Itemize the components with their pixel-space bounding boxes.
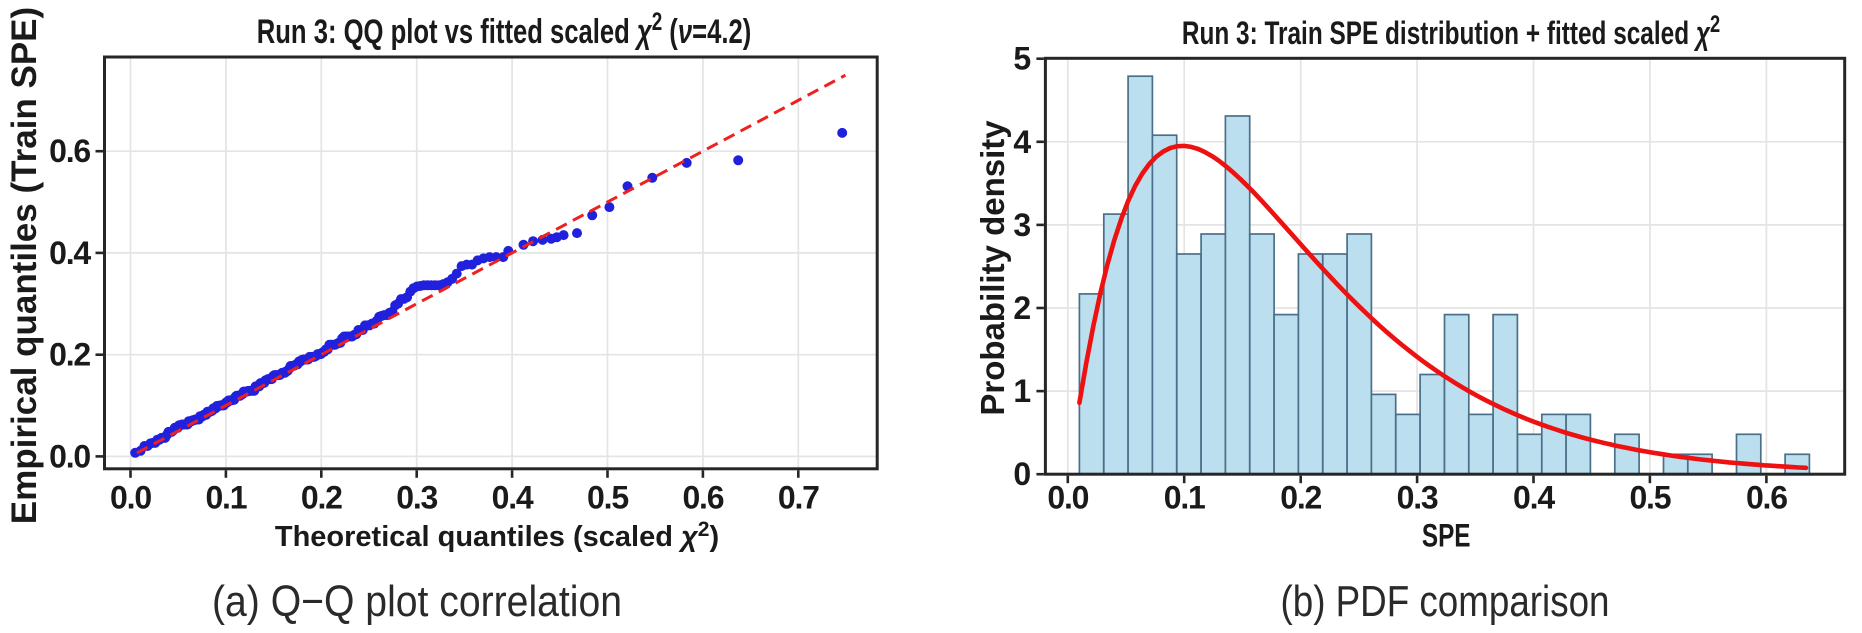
svg-text:0.6: 0.6: [682, 480, 723, 516]
svg-text:(b) PDF comparison: (b) PDF comparison: [1281, 577, 1610, 626]
svg-text:0.5: 0.5: [1629, 480, 1670, 516]
svg-text:SPE: SPE: [1422, 519, 1471, 555]
svg-text:0.3: 0.3: [396, 480, 437, 516]
svg-text:2: 2: [1013, 290, 1030, 326]
svg-text:0.1: 0.1: [1164, 480, 1205, 516]
svg-text:0.2: 0.2: [49, 337, 90, 373]
svg-text:Theoretical quantiles (scaled: Theoretical quantiles (scaled χ2): [275, 518, 719, 553]
svg-text:0.4: 0.4: [49, 235, 91, 271]
svg-text:0.0: 0.0: [1047, 480, 1088, 516]
svg-text:4: 4: [1013, 124, 1031, 160]
svg-text:0.0: 0.0: [49, 438, 90, 474]
svg-text:0.5: 0.5: [587, 480, 628, 516]
svg-text:5: 5: [1013, 41, 1030, 77]
svg-text:0.4: 0.4: [492, 480, 534, 516]
svg-text:(a) Q−Q plot correlation: (a) Q−Q plot correlation: [212, 577, 622, 626]
svg-text:0.6: 0.6: [1746, 480, 1787, 516]
svg-text:0.1: 0.1: [205, 480, 246, 516]
svg-text:Run 3: QQ plot vs fitted scale: Run 3: QQ plot vs fitted scaled χ2 (ν=4.…: [257, 7, 751, 50]
svg-text:0.6: 0.6: [49, 133, 90, 169]
svg-text:0.0: 0.0: [110, 480, 151, 516]
svg-text:3: 3: [1013, 207, 1030, 243]
svg-text:0.3: 0.3: [1397, 480, 1438, 516]
svg-text:0.2: 0.2: [1280, 480, 1321, 516]
svg-text:0.2: 0.2: [301, 480, 342, 516]
svg-text:0: 0: [1013, 456, 1030, 492]
svg-text:0.4: 0.4: [1513, 480, 1555, 516]
svg-text:Probability density: Probability density: [974, 120, 1011, 416]
svg-text:Run 3: Train SPE distribution: Run 3: Train SPE distribution + fitted s…: [1182, 11, 1720, 52]
svg-text:1: 1: [1013, 373, 1030, 409]
svg-text:0.7: 0.7: [778, 480, 819, 516]
svg-text:Empirical quantiles (Train SPE: Empirical quantiles (Train SPE): [5, 7, 44, 524]
